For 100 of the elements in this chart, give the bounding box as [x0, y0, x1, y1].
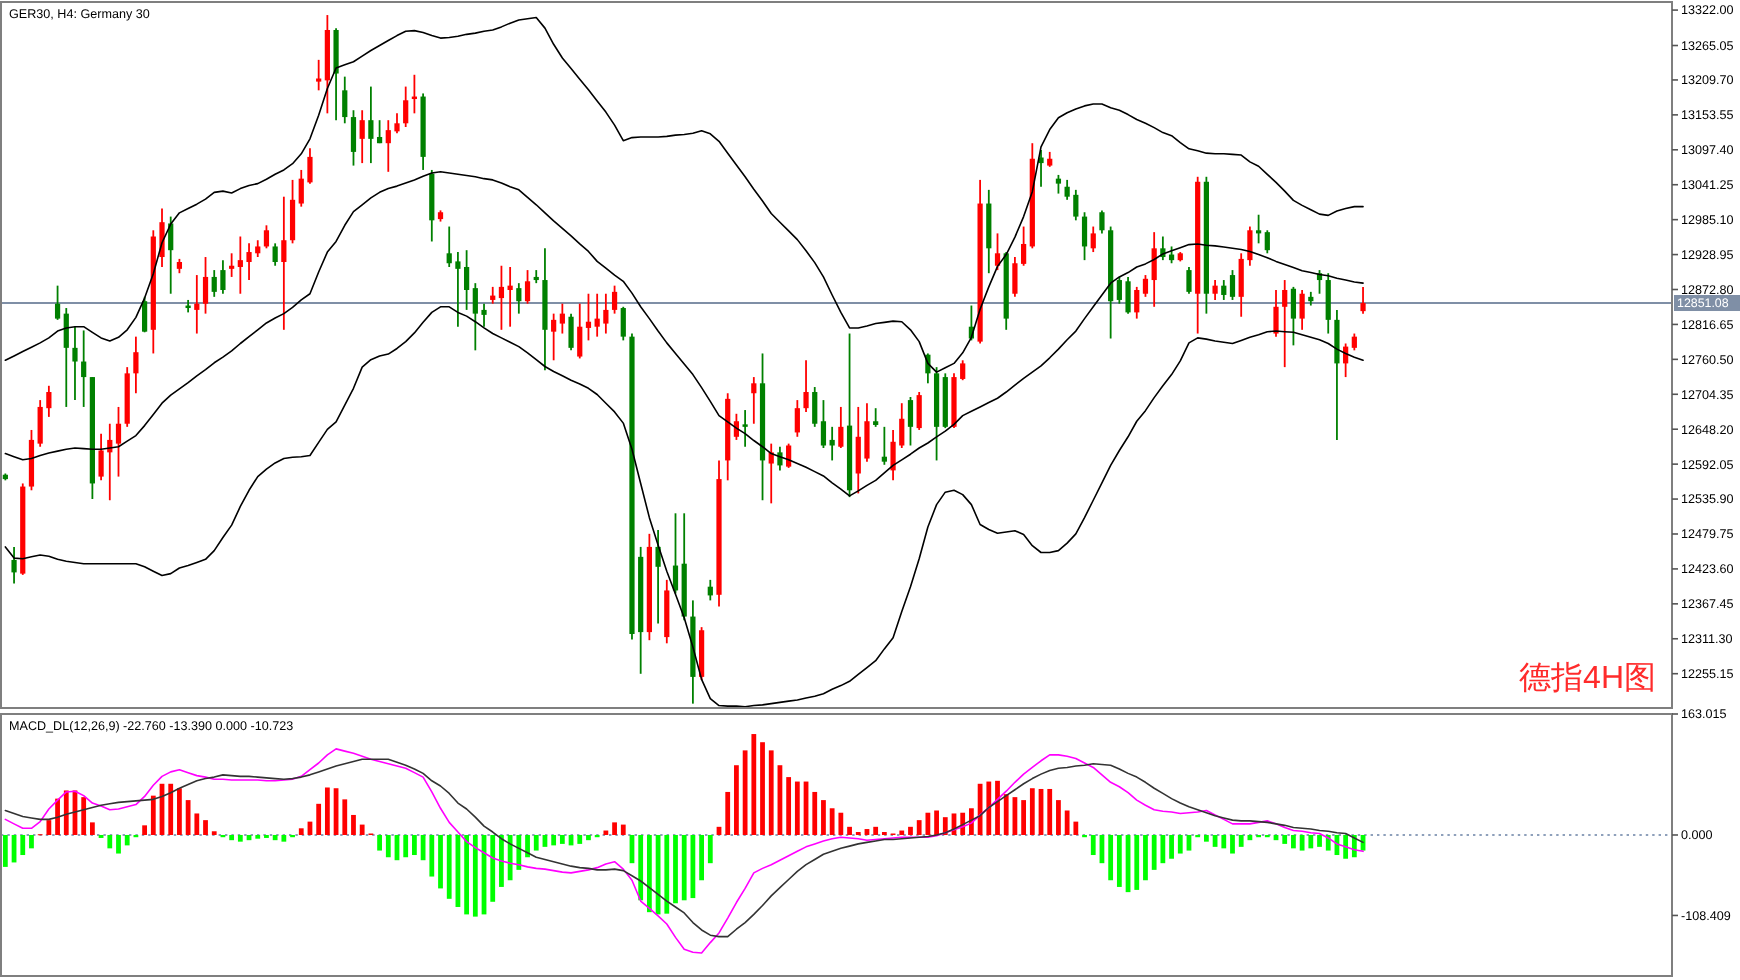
bar — [237, 834, 243, 842]
bar — [1343, 834, 1349, 859]
bar — [1029, 788, 1035, 835]
bar — [55, 798, 60, 835]
bar — [116, 834, 121, 854]
bar — [908, 826, 913, 835]
bar — [168, 783, 174, 835]
bar — [142, 825, 147, 835]
bar — [446, 834, 452, 899]
bar — [699, 834, 704, 881]
bar — [359, 824, 365, 835]
bar — [986, 781, 992, 835]
bar — [377, 834, 382, 851]
bar — [533, 834, 539, 851]
bar — [1177, 834, 1183, 854]
bar — [81, 797, 87, 835]
bar — [1151, 834, 1157, 870]
annotation: 德指4H图 — [1519, 660, 1656, 696]
bar — [751, 734, 757, 835]
bar — [612, 822, 617, 835]
bar — [829, 808, 835, 835]
bar — [1230, 834, 1235, 854]
bar — [812, 791, 818, 835]
bar — [1160, 834, 1166, 864]
bar — [1238, 834, 1244, 847]
bar — [1221, 834, 1227, 849]
bar — [1056, 800, 1061, 835]
bar — [1090, 834, 1096, 856]
bar — [646, 834, 652, 913]
bar — [472, 834, 478, 917]
bar — [316, 803, 322, 835]
bar — [768, 750, 774, 835]
bar — [351, 814, 356, 835]
bar — [29, 834, 34, 849]
bar — [916, 820, 922, 835]
bar — [1282, 834, 1288, 844]
bar — [734, 765, 739, 835]
bar — [229, 834, 235, 841]
bar — [786, 777, 792, 835]
bar — [821, 800, 826, 835]
bar — [464, 834, 470, 915]
bar — [342, 799, 348, 835]
bar — [559, 834, 565, 844]
bar — [760, 742, 765, 835]
bar — [20, 834, 26, 856]
bar — [577, 834, 583, 844]
bar — [124, 834, 130, 846]
bar — [638, 834, 644, 901]
bar — [429, 834, 435, 877]
bar — [1203, 834, 1209, 842]
bar — [1317, 834, 1322, 847]
bar — [847, 826, 852, 835]
bar — [272, 834, 278, 841]
bar — [586, 834, 591, 841]
bar — [385, 834, 391, 858]
bar — [490, 834, 496, 902]
bar — [838, 812, 844, 835]
bar — [925, 812, 931, 835]
bar — [63, 790, 69, 835]
bar — [507, 834, 513, 881]
bar — [1299, 834, 1305, 851]
bar — [1116, 834, 1122, 887]
bar — [873, 826, 879, 835]
bar — [2, 834, 8, 867]
bar — [177, 788, 182, 835]
bar — [681, 834, 687, 901]
bar — [150, 795, 156, 835]
bar — [46, 820, 52, 835]
bar — [1308, 834, 1314, 849]
bar — [89, 822, 95, 835]
bar — [1291, 834, 1296, 849]
bar — [1143, 834, 1148, 881]
bar — [203, 820, 208, 835]
bar — [107, 834, 113, 849]
bar — [403, 834, 409, 858]
bar — [438, 834, 443, 889]
bar — [707, 834, 713, 864]
bar — [995, 780, 1000, 835]
bar — [281, 834, 287, 842]
bar — [1047, 788, 1053, 835]
bar — [412, 834, 417, 856]
bar — [185, 800, 191, 835]
bar — [664, 834, 670, 914]
bar — [794, 781, 800, 835]
bar — [934, 810, 939, 835]
bar — [499, 834, 504, 887]
bar — [673, 834, 678, 904]
bar — [324, 787, 330, 835]
bar — [1108, 834, 1114, 881]
bar — [1021, 800, 1027, 835]
bar — [298, 828, 304, 835]
line-series — [4, 306, 1364, 708]
bar — [620, 824, 626, 835]
line-series — [4, 171, 1364, 497]
bar — [1003, 794, 1009, 835]
bar — [525, 834, 530, 858]
bar — [1134, 834, 1140, 890]
bar — [1064, 810, 1070, 835]
bar — [725, 791, 731, 835]
bar — [551, 834, 557, 846]
